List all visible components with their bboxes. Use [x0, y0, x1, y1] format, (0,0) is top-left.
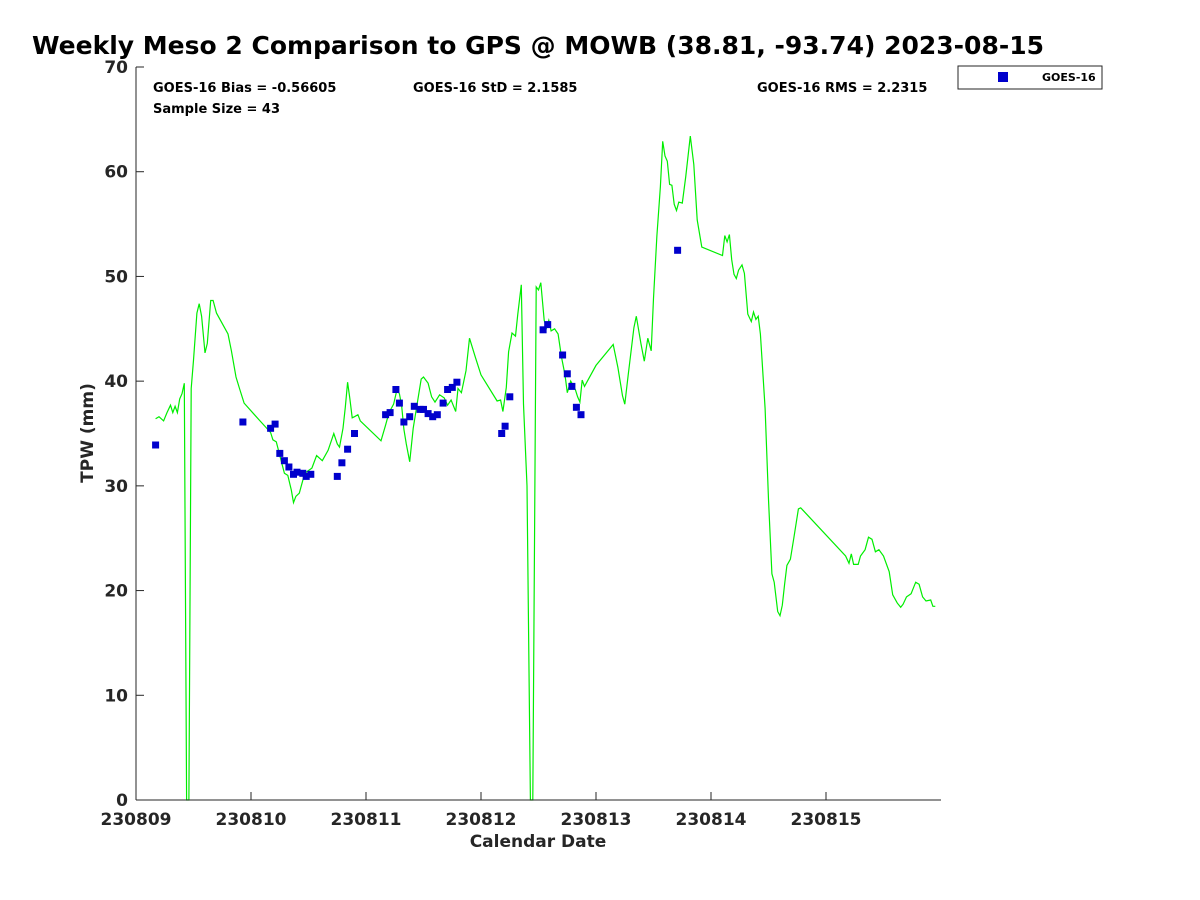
goes16-point	[239, 418, 247, 426]
axes	[135, 67, 941, 801]
goes16-point	[406, 413, 414, 421]
goes16-point	[424, 410, 432, 418]
goes16-point	[410, 402, 418, 410]
y-tick-label: 50	[104, 267, 128, 287]
y-tick-label: 60	[104, 163, 128, 183]
goes16-point	[392, 386, 400, 393]
goes16-point	[400, 418, 408, 426]
goes16-point	[674, 246, 682, 254]
goes16-point	[338, 459, 346, 467]
goes16-point	[271, 420, 279, 428]
bias-stat: GOES-16 Bias = -0.56605	[153, 81, 336, 96]
goes16-point	[448, 383, 456, 391]
sample-size-stat: Sample Size = 43	[153, 102, 280, 117]
goes16-point	[453, 378, 461, 386]
goes16-point	[285, 463, 293, 471]
plot-area	[152, 136, 936, 801]
goes16-point	[498, 430, 506, 437]
legend-label-goes16: GOES-16	[1042, 71, 1096, 84]
goes16-point	[276, 449, 284, 457]
rms-stat: GOES-16 RMS = 2.2315	[757, 81, 927, 96]
goes16-point	[568, 382, 576, 390]
goes16-point	[280, 457, 288, 465]
y-tick-label: 30	[104, 477, 128, 497]
goes16-point	[433, 411, 441, 419]
goes16-point	[544, 321, 552, 329]
goes16-point	[539, 326, 547, 334]
legend-box	[957, 65, 1103, 90]
y-tick-label: 0	[116, 791, 128, 811]
goes16-point	[333, 472, 341, 480]
goes16-point	[344, 445, 352, 453]
goes16-point	[420, 405, 427, 413]
goes16-point	[429, 413, 437, 421]
x-tick-label: 230814	[676, 810, 747, 830]
goes16-point	[152, 441, 160, 449]
goes16-point	[506, 393, 514, 401]
goes16-point	[395, 399, 403, 407]
goes16-point	[572, 403, 580, 411]
goes16-point	[351, 430, 358, 437]
goes16-point	[293, 468, 301, 476]
goes16-point	[302, 472, 310, 480]
legend: GOES-16	[957, 65, 1103, 90]
chart-title: Weekly Meso 2 Comparison to GPS @ MOWB (…	[32, 31, 1044, 60]
goes16-point	[382, 411, 390, 419]
goes16-point	[386, 409, 394, 417]
goes16-point	[577, 411, 585, 419]
x-tick-label: 230812	[446, 810, 517, 830]
legend-marker-goes16	[998, 72, 1008, 82]
goes16-point	[439, 399, 447, 407]
gps-line	[155, 136, 936, 801]
y-axis-label: TPW (mm)	[78, 383, 98, 483]
x-tick-label: 230809	[101, 810, 172, 830]
std-stat: GOES-16 StD = 2.1585	[413, 81, 577, 96]
goes16-point	[267, 424, 275, 432]
ticks: 0 10 20 30 40 50 60 70 230809 230810 230811 230812 2…	[101, 58, 862, 830]
x-tick-label: 230811	[331, 810, 402, 830]
x-tick-label: 230815	[791, 810, 862, 830]
goes16-point	[559, 351, 567, 359]
goes16-point	[501, 422, 509, 430]
x-axis-label: Calendar Date	[470, 832, 607, 852]
y-tick-label: 20	[104, 582, 128, 602]
y-tick-label: 10	[104, 686, 128, 706]
goes16-point	[563, 370, 571, 378]
x-tick-label: 230810	[216, 810, 287, 830]
x-tick-label: 230813	[561, 810, 632, 830]
y-tick-label: 70	[104, 58, 128, 78]
goes16-point	[444, 386, 452, 393]
goes16-point	[307, 470, 315, 478]
y-tick-label: 40	[104, 372, 128, 392]
